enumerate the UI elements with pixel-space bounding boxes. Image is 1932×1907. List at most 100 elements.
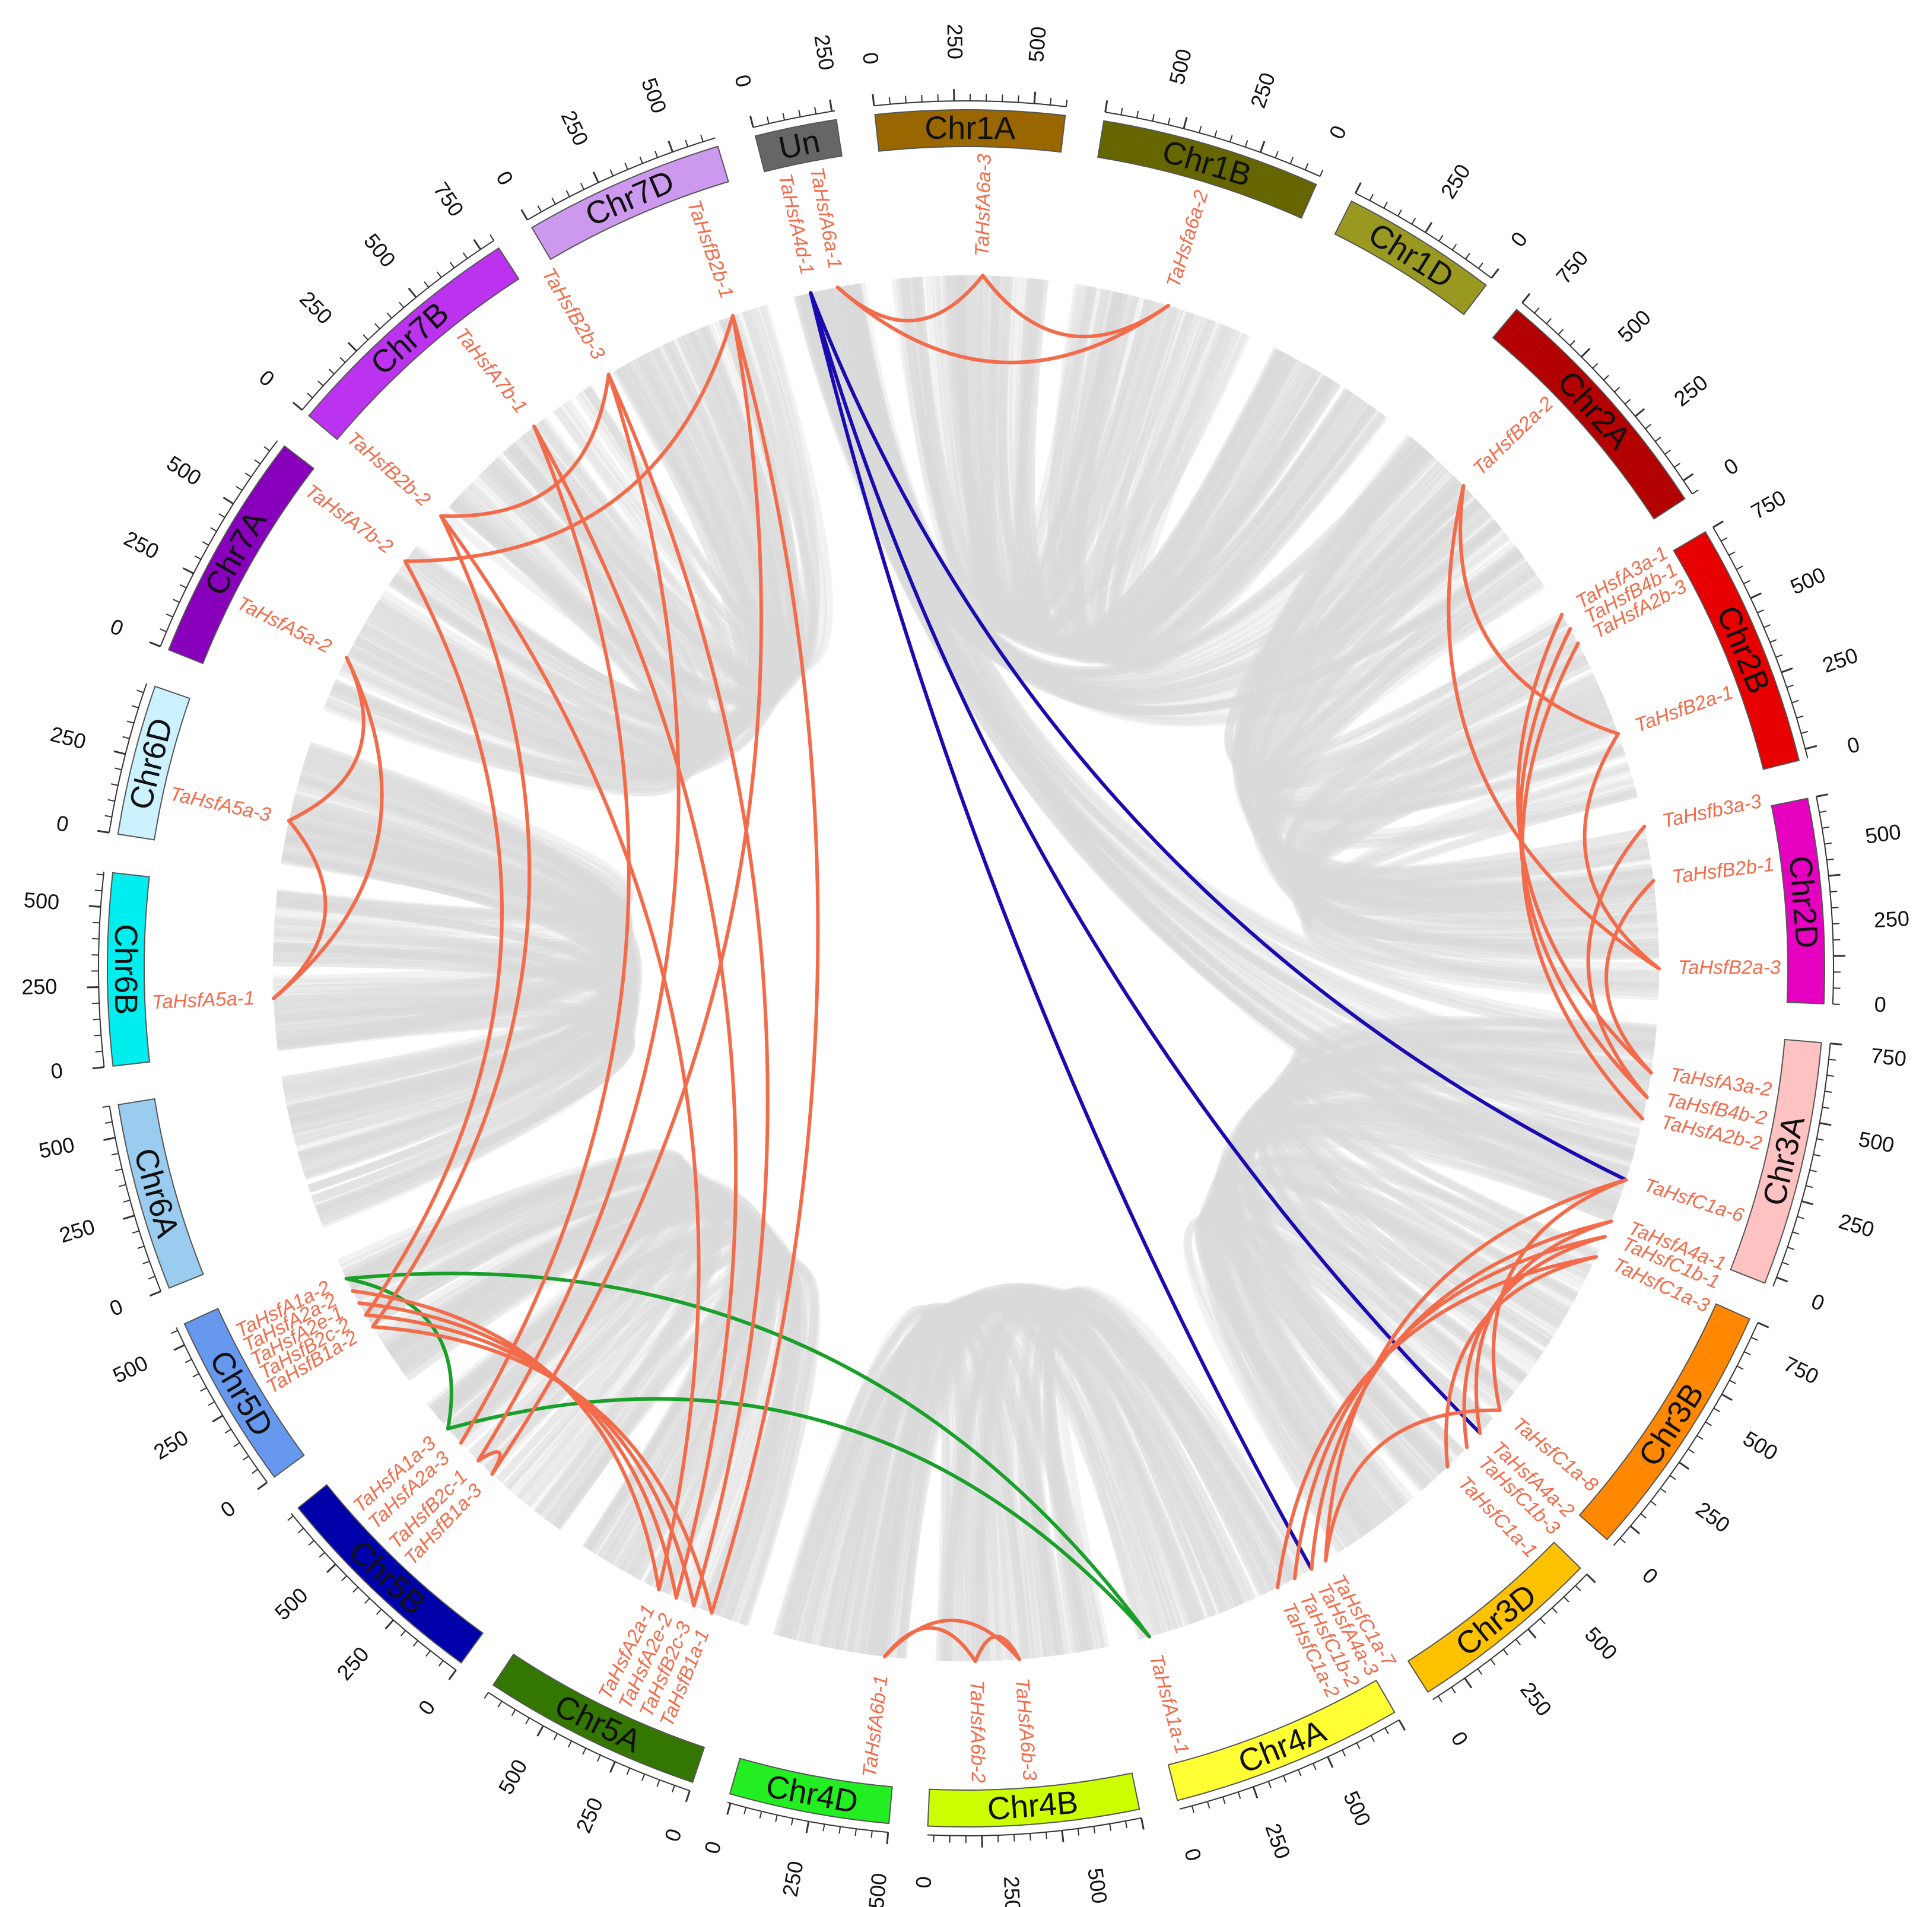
- background-link: [924, 276, 1234, 640]
- background-link: [361, 1161, 692, 1434]
- major-tick: [886, 1832, 889, 1845]
- background-link: [830, 1293, 1245, 1649]
- background-link: [1096, 307, 1333, 662]
- chromosome-name: Chr1B: [1158, 134, 1256, 193]
- background-link: [1234, 1115, 1627, 1486]
- minor-tick: [1152, 114, 1155, 122]
- major-tick: [326, 1563, 336, 1574]
- background-link: [1236, 471, 1597, 790]
- tick-label: 250: [1245, 69, 1280, 111]
- background-link: [907, 277, 1159, 633]
- background-link: [364, 1190, 796, 1618]
- gene-link: [809, 291, 1314, 1571]
- background-link: [1244, 476, 1635, 838]
- minor-tick: [399, 301, 405, 309]
- background-link: [1293, 689, 1659, 949]
- background-link: [1059, 286, 1388, 668]
- background-link: [348, 1173, 761, 1586]
- minor-tick: [254, 459, 261, 465]
- background-link: [1058, 288, 1281, 649]
- tick-label: 250: [777, 1859, 808, 1899]
- gene-link: [351, 1289, 661, 1591]
- gene-label: TaHsfA6b-2: [966, 1680, 989, 1784]
- minor-tick: [1816, 1138, 1824, 1141]
- background-link: [957, 275, 1123, 631]
- background-link: [406, 305, 821, 719]
- background-link: [277, 832, 628, 1051]
- background-link: [961, 275, 1123, 631]
- background-link: [854, 1289, 1279, 1654]
- major-tick: [1712, 520, 1724, 529]
- background-link: [380, 326, 788, 736]
- background-link: [1288, 656, 1653, 899]
- background-link: [449, 323, 799, 703]
- background-link: [866, 1308, 1047, 1658]
- background-link: [953, 275, 1340, 655]
- background-link: [1019, 278, 1319, 652]
- background-link: [815, 290, 1491, 700]
- background-link: [1236, 459, 1620, 813]
- background-link: [293, 794, 637, 1177]
- background-link: [895, 278, 1154, 633]
- background-link: [363, 434, 714, 764]
- minor-tick: [202, 541, 209, 546]
- minor-tick: [449, 262, 455, 269]
- background-link: [332, 386, 733, 781]
- background-link: [285, 773, 634, 1108]
- minor-tick: [126, 720, 134, 724]
- background-link: [1011, 278, 1115, 631]
- background-link: [339, 1152, 701, 1476]
- minor-tick: [242, 1455, 249, 1461]
- major-tick: [1819, 1122, 1832, 1126]
- background-link: [395, 355, 763, 733]
- gene-link: [371, 514, 532, 1329]
- chromosome-name: Chr2A: [1550, 364, 1638, 456]
- minor-tick: [1558, 329, 1564, 335]
- background-link: [453, 325, 797, 701]
- tick-label: 500: [1083, 1867, 1112, 1905]
- background-link: [1276, 1102, 1618, 1299]
- minor-tick: [224, 1428, 231, 1434]
- background-link: [1270, 1084, 1638, 1365]
- background-link: [825, 288, 1627, 1186]
- background-link: [936, 1299, 1207, 1661]
- gene-label: TaHsfA6b-3: [1012, 1677, 1041, 1782]
- background-link: [1242, 1032, 1655, 1479]
- background-link: [1267, 1019, 1657, 1398]
- background-link: [955, 275, 1226, 639]
- background-link: [897, 1307, 1089, 1659]
- background-link: [553, 329, 807, 675]
- chromosome-band: [1492, 309, 1686, 520]
- tick-label: 250: [943, 24, 968, 60]
- background-link: [815, 1293, 1235, 1647]
- background-link: [1297, 717, 1659, 948]
- background-link: [1207, 1112, 1631, 1544]
- background-link: [1277, 1091, 1631, 1316]
- background-link: [517, 365, 776, 691]
- minor-tick: [1490, 1658, 1496, 1666]
- minor-tick: [194, 555, 202, 560]
- tick-label: 500: [37, 1132, 77, 1163]
- major-tick: [1586, 1574, 1596, 1584]
- background-link: [806, 1305, 1029, 1660]
- minor-tick: [580, 183, 585, 190]
- minor-tick: [386, 312, 392, 319]
- minor-tick: [114, 767, 122, 771]
- minor-tick: [1304, 163, 1309, 170]
- background-link: [884, 1299, 1197, 1658]
- background-link: [932, 275, 1216, 638]
- tick-label: 250: [1260, 1820, 1295, 1862]
- chromosome-band: [107, 872, 151, 1067]
- background-link: [1046, 1293, 1245, 1652]
- gene-link: [1583, 732, 1661, 971]
- major-tick: [292, 401, 303, 411]
- background-link: [1121, 324, 1386, 675]
- background-link: [1264, 1067, 1647, 1399]
- tick-label: 250: [1692, 1496, 1735, 1537]
- minor-tick: [1613, 386, 1620, 393]
- background-link: [1302, 789, 1658, 943]
- tick-label: 0: [216, 1496, 240, 1523]
- gene-link: [532, 424, 738, 1600]
- background-link: [368, 1184, 739, 1551]
